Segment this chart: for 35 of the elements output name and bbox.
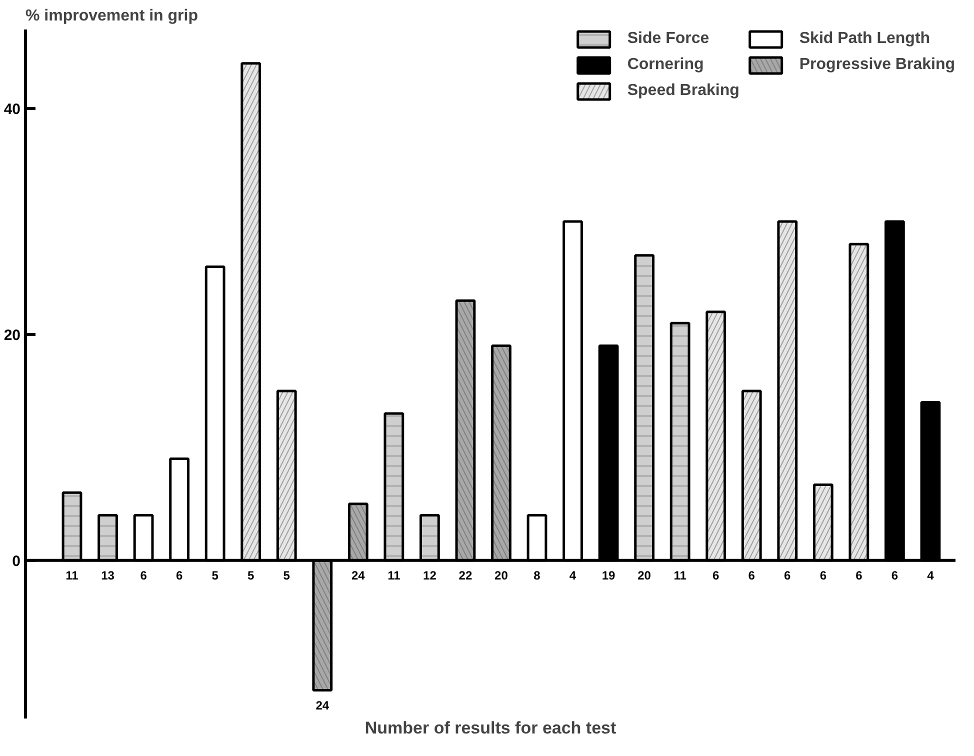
x-tick-label: 5 [248,568,255,582]
x-axis-title: Number of results for each test [364,718,616,738]
x-tick-label: 4 [569,568,576,582]
x-tick-label: 11 [66,568,79,582]
x-tick-label: 6 [140,568,148,582]
x-tick-label: 4 [927,568,934,582]
x-tick-label: 24 [351,568,366,582]
x-tick-label: 6 [748,568,756,582]
x-tick-label: 6 [856,568,863,582]
x-tick-label: 19 [602,568,616,582]
x-tick-label: 20 [494,568,508,582]
y-tick-label: 40 [4,101,21,118]
legend-label: Side Force [627,30,710,48]
x-tick-label: 11 [674,568,687,582]
x-tick-label: 6 [784,568,792,582]
x-tick-label: 22 [458,568,472,582]
x-tick-label: 20 [638,568,652,582]
x-tick-label: 6 [176,568,183,582]
x-tick-label: 12 [423,568,437,582]
legend-label: Speed Braking [627,82,740,100]
x-tick-label: 6 [891,568,898,582]
x-tick-label: 24 [316,698,330,712]
legend-label: Cornering [627,56,704,74]
x-tick-label: 6 [712,568,720,582]
legend-label: Progressive Braking [799,56,955,74]
y-tick-label: 0 [12,552,20,570]
y-axis-title: % improvement in grip [26,8,198,24]
x-tick-label: 5 [283,568,290,582]
legend-label: Skid Path Length [799,30,930,48]
x-tick-label: 5 [212,568,219,582]
x-tick-label: 11 [388,568,401,582]
y-tick-label: 20 [4,326,21,344]
x-tick-label: 6 [820,568,827,582]
x-tick-label: 13 [101,568,115,582]
x-tick-label: 8 [534,568,541,582]
